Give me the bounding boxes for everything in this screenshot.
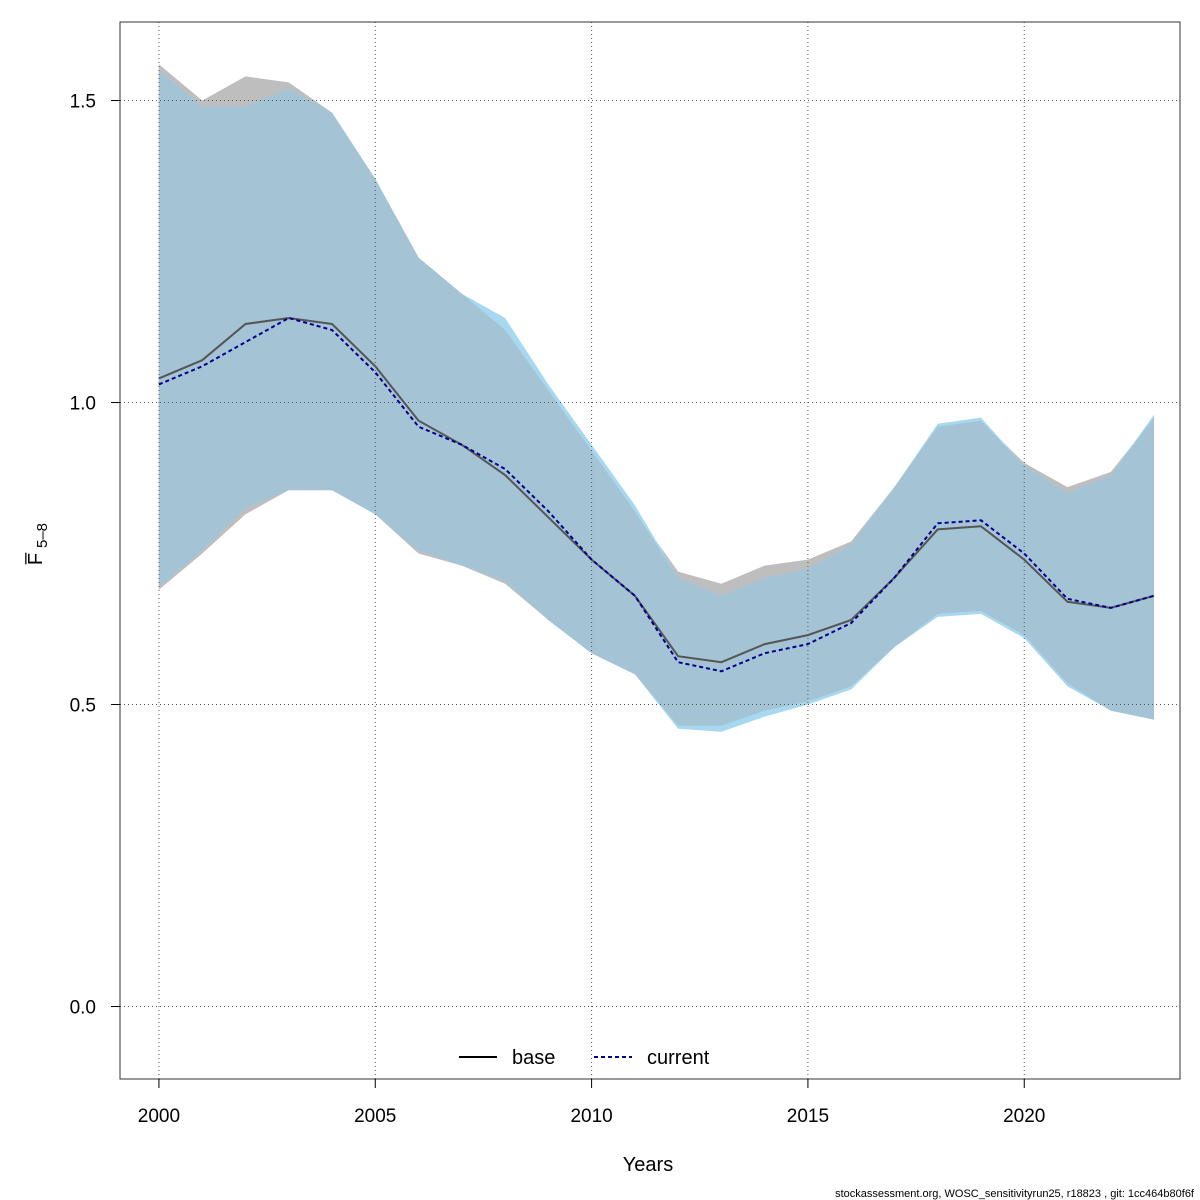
legend: base current	[459, 1047, 710, 1069]
y-axis-title-main: F̅	[24, 552, 47, 565]
series-line-current	[158, 316, 1155, 673]
y-axis-title: F̅ 5–8	[24, 523, 51, 565]
band-overlap	[158, 70, 1154, 726]
legend-label-current: current	[647, 1047, 710, 1069]
series-lines	[158, 316, 1155, 673]
y-axis-title-subscript: 5–8	[34, 523, 51, 548]
x-tick-label: 2000	[138, 1106, 180, 1127]
legend-label-base: base	[512, 1047, 555, 1069]
y-tick-label: 0.5	[70, 696, 96, 717]
x-tick-label: 2015	[787, 1106, 829, 1127]
series-line-base	[158, 316, 1155, 664]
footer-note: stockassessment.org, WOSC_sensitivityrun…	[835, 1188, 1195, 1200]
y-tick-label: 0.0	[70, 998, 96, 1019]
x-tick-label: 2005	[354, 1106, 396, 1127]
axes: 2000 2005 2010 2015 2020 0.0 0.5 1.0 1.5	[70, 92, 1046, 1127]
y-tick-label: 1.0	[70, 394, 96, 415]
y-tick-label: 1.5	[70, 92, 96, 113]
x-tick-label: 2010	[570, 1106, 612, 1127]
grid-lines	[120, 22, 1180, 1079]
plot-frame	[119, 21, 1181, 1080]
x-tick-label: 2020	[1003, 1106, 1045, 1127]
x-axis-title: Years	[623, 1154, 673, 1176]
confidence-bands	[158, 64, 1154, 732]
